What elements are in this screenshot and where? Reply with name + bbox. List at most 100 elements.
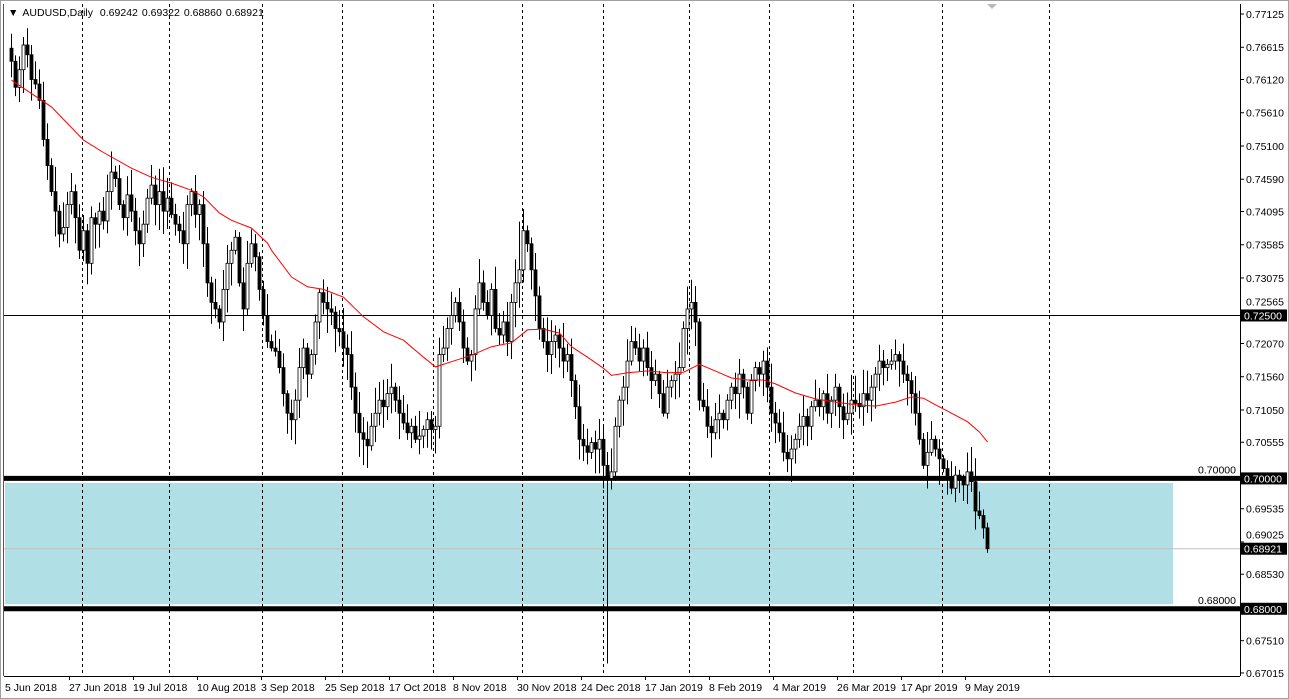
bull-candle (489, 288, 494, 316)
bear-candle (93, 217, 98, 225)
x-tick-label: 4 Mar 2019 (773, 682, 826, 694)
bear-candle (341, 331, 346, 349)
bear-candle (569, 354, 574, 382)
bull-candle (609, 471, 614, 479)
x-tick-label: 17 Apr 2019 (901, 682, 958, 694)
bear-candle (637, 347, 642, 362)
y-tick-label: 0.69535 (1246, 504, 1284, 516)
bear-candle (721, 412, 726, 421)
bull-candle (665, 386, 670, 414)
bear-candle (937, 448, 942, 460)
bear-candle (881, 360, 886, 369)
bear-candle (357, 412, 362, 434)
triangle-down-icon[interactable]: ▼ (8, 7, 19, 19)
bear-candle (333, 311, 338, 329)
bear-candle (985, 527, 990, 550)
price-label: 0.72500 (1244, 310, 1282, 322)
bear-candle (649, 367, 654, 382)
bear-candle (897, 354, 902, 362)
bear-candle (817, 399, 822, 408)
bear-candle (257, 256, 262, 290)
bear-candle (117, 178, 122, 206)
bull-candle (813, 399, 818, 408)
bear-candle (585, 445, 590, 453)
bull-candle (105, 191, 110, 222)
y-tick-label: 0.75610 (1246, 108, 1284, 120)
open-value: 0.69242 (99, 7, 138, 19)
bull-candle (65, 204, 70, 228)
bull-candle (437, 354, 442, 427)
bear-candle (917, 412, 922, 440)
bear-candle (57, 210, 62, 235)
bear-candle (201, 204, 206, 245)
bear-candle (837, 386, 842, 408)
bear-candle (905, 373, 910, 382)
bear-candle (841, 406, 846, 421)
x-tick-label: 27 Jun 2018 (69, 682, 127, 694)
bull-candle (677, 367, 682, 375)
bear-candle (765, 360, 770, 388)
symbol-label: AUDUSD,Daily (22, 7, 93, 19)
bear-candle (901, 360, 906, 375)
bear-candle (461, 321, 466, 349)
bull-candle (449, 315, 454, 329)
bull-candle (845, 412, 850, 421)
bear-candle (397, 399, 402, 414)
bear-candle (253, 243, 258, 258)
bull-candle (597, 438, 602, 450)
y-tick-label: 0.67510 (1246, 636, 1284, 648)
x-tick-label: 17 Oct 2018 (389, 682, 446, 694)
bear-candle (365, 438, 370, 447)
bear-candle (661, 393, 666, 414)
bear-candle (825, 393, 830, 414)
bull-candle (249, 243, 254, 264)
bear-candle (137, 230, 142, 245)
bull-candle (681, 328, 686, 369)
bear-candle (973, 481, 978, 512)
bear-candle (977, 510, 982, 516)
bear-candle (945, 468, 950, 479)
bear-candle (537, 295, 542, 329)
bear-candle (237, 236, 242, 284)
bull-candle (849, 399, 854, 414)
y-tick-label: 0.67015 (1246, 668, 1284, 680)
bull-candle (877, 360, 882, 375)
bear-candle (337, 328, 342, 333)
bull-candle (433, 425, 438, 430)
bull-candle (685, 308, 690, 329)
bull-candle (197, 204, 202, 215)
bull-candle (861, 393, 866, 408)
bear-candle (77, 217, 82, 251)
bull-candle (617, 399, 622, 427)
bull-candle (889, 360, 894, 365)
bear-candle (493, 288, 498, 329)
bull-candle (21, 44, 26, 71)
bear-candle (305, 347, 310, 375)
bear-candle (545, 341, 550, 355)
bull-candle (753, 367, 758, 382)
bear-candle (465, 347, 470, 362)
bear-candle (497, 328, 502, 336)
bear-candle (657, 373, 662, 395)
bear-candle (853, 399, 858, 404)
bull-candle (893, 354, 898, 362)
bear-candle (429, 419, 434, 430)
y-tick-label: 0.74590 (1246, 174, 1284, 186)
bull-candle (293, 399, 298, 421)
bear-candle (393, 386, 398, 401)
bear-candle (29, 54, 34, 80)
bear-candle (457, 302, 462, 323)
bear-candle (921, 438, 926, 466)
bear-candle (153, 184, 158, 206)
bear-candle (581, 438, 586, 447)
x-tick-label: 25 Sep 2018 (325, 682, 385, 694)
bear-candle (957, 474, 962, 479)
bull-candle (553, 334, 558, 342)
bear-candle (173, 214, 178, 225)
bear-candle (85, 230, 90, 264)
bear-candle (413, 425, 418, 440)
bear-candle (205, 243, 210, 284)
bull-candle (297, 367, 302, 401)
x-tick-label: 5 Jun 2018 (5, 682, 57, 694)
